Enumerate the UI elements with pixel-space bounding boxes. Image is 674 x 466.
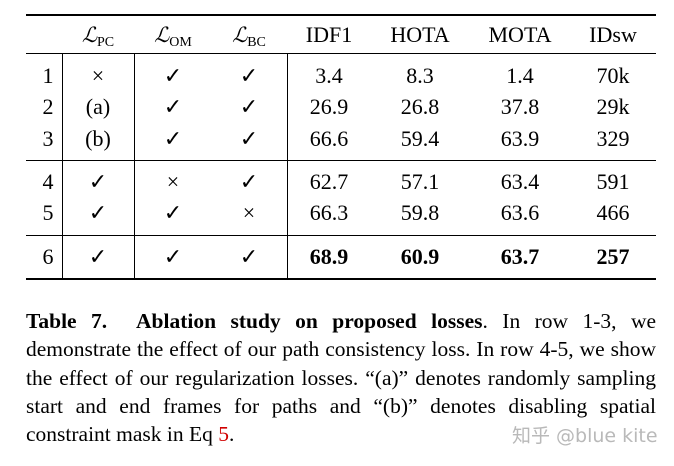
cell-l-om: × [166,169,180,194]
equation-link[interactable]: 5 [218,422,230,447]
cell-mota: 63.7 [500,244,540,269]
header-idf1: IDF1 [305,22,353,47]
cell-hota: 26.8 [400,94,440,119]
cell-hota: 59.4 [400,126,440,151]
group-rule-1 [26,160,656,161]
cell-hota: 59.8 [400,200,440,225]
header-rule [26,53,656,54]
caption-end: . [229,422,235,447]
table-caption: Table 7. Ablation study on proposed loss… [26,307,656,448]
bottom-rule [26,278,656,280]
cell-idf1: 66.3 [309,200,349,225]
cell-idf1: 62.7 [309,169,349,194]
group-rule-2 [26,235,656,236]
table-row: 1 × ✓ ✓ 3.4 8.3 1.4 70k [0,61,674,91]
column-divider [62,53,63,279]
cell-idf1: 26.9 [309,94,349,119]
cell-idf1: 66.6 [309,126,349,151]
table-row: 4 ✓ × ✓ 62.7 57.1 63.4 591 [0,167,674,197]
cell-mota: 63.6 [500,200,540,225]
top-rule [26,14,656,16]
caption-text: . In row 1-3, we demonstrate the effect … [26,309,657,447]
cell-idsw: 329 [596,126,630,151]
table-row: 2 (a) ✓ ✓ 26.9 26.8 37.8 29k [0,92,674,122]
cell-l-pc: ✓ [88,169,108,194]
cell-row-num: 3 [42,126,54,151]
cell-l-pc: ✓ [88,200,108,225]
cell-row-num: 2 [42,94,54,119]
cell-l-bc: ✓ [239,94,259,119]
table-row: 6 ✓ ✓ ✓ 68.9 60.9 63.7 257 [0,242,674,272]
table-row: 3 (b) ✓ ✓ 66.6 59.4 63.9 329 [0,124,674,154]
cell-row-num: 1 [42,63,54,88]
table-row: 5 ✓ ✓ × 66.3 59.8 63.6 466 [0,198,674,228]
cell-l-pc: ✓ [88,244,108,269]
cell-hota: 60.9 [400,244,440,269]
cell-row-num: 5 [42,200,54,225]
cell-l-om: ✓ [163,63,183,88]
cell-idsw: 466 [596,200,630,225]
header-idsw: IDsw [589,22,637,47]
header-row: ℒPC ℒOM ℒBC IDF1 HOTA MOTA IDsw [0,20,674,50]
cell-l-pc: × [91,63,105,88]
cell-l-bc: ✓ [239,126,259,151]
cell-mota: 1.4 [506,63,534,88]
cell-idsw: 257 [596,244,630,269]
cell-row-num: 4 [42,169,54,194]
cell-row-num: 6 [42,244,54,269]
cell-hota: 8.3 [406,63,434,88]
cell-mota: 63.9 [500,126,540,151]
column-divider [287,53,288,279]
cell-l-om: ✓ [163,200,183,225]
cell-mota: 63.4 [500,169,540,194]
cell-l-om: ✓ [163,244,183,269]
cell-idsw: 591 [596,169,630,194]
cell-l-om: ✓ [163,94,183,119]
caption-title: Ablation study on proposed losses [136,309,483,333]
cell-mota: 37.8 [500,94,540,119]
header-hota: HOTA [390,22,450,47]
cell-hota: 57.1 [400,169,440,194]
column-divider [134,53,135,279]
cell-idf1: 3.4 [315,63,343,88]
header-l-om: ℒOM [154,23,192,50]
header-l-bc: ℒBC [232,23,266,50]
cell-l-bc: ✓ [239,63,259,88]
header-l-pc: ℒPC [81,23,115,50]
watermark: 知乎 @blue kite [512,425,658,447]
cell-l-om: ✓ [163,126,183,151]
cell-l-bc: × [242,200,256,225]
cell-l-bc: ✓ [239,244,259,269]
cell-idf1: 68.9 [309,244,349,269]
cell-idsw: 29k [596,94,630,119]
cell-l-bc: ✓ [239,169,259,194]
cell-idsw: 70k [596,63,630,88]
caption-label: Table 7. [26,309,108,333]
cell-l-pc: (b) [85,126,111,151]
header-mota: MOTA [488,22,552,47]
cell-l-pc: (a) [85,94,111,119]
